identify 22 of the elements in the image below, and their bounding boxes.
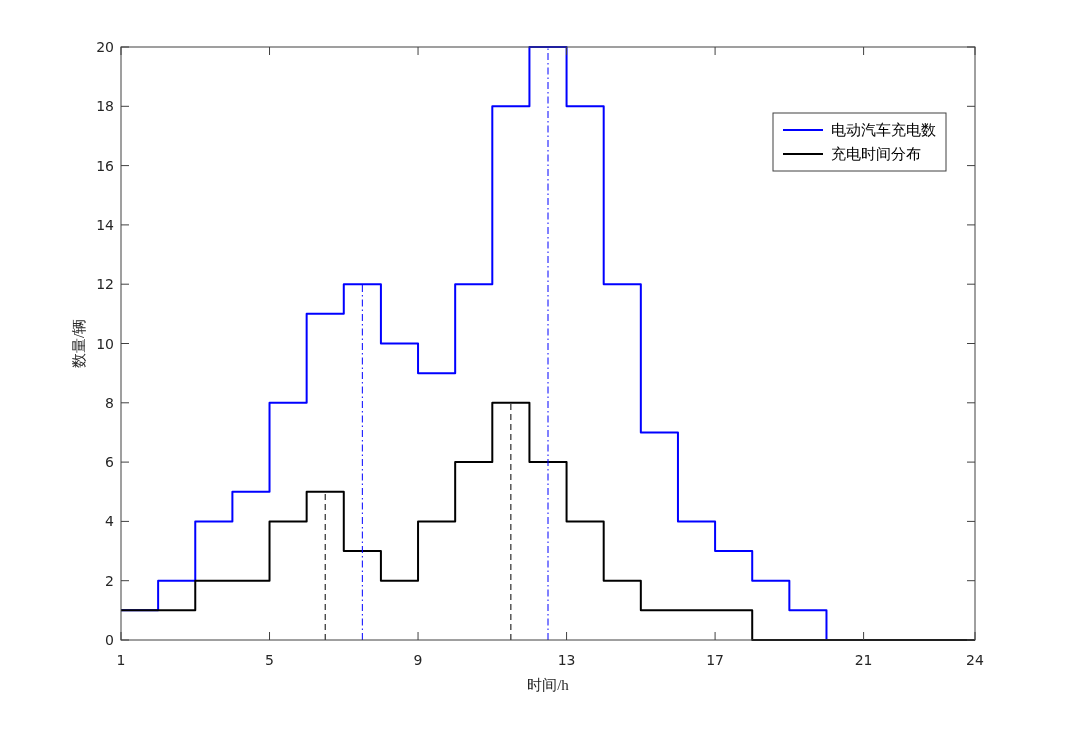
xtick: 5: [265, 652, 274, 668]
ylabel: 数量/辆: [71, 318, 87, 369]
xtick: 17: [706, 652, 724, 668]
xtick: 21: [854, 652, 873, 668]
ytick: 4: [105, 513, 114, 530]
ytick: 12: [96, 276, 114, 293]
xlabel: 时间/h: [527, 677, 569, 693]
ytick: 8: [105, 394, 114, 411]
legend-label: 电动汽车充电数: [831, 122, 936, 138]
xtick: 13: [557, 652, 576, 668]
ytick: 20: [96, 39, 114, 55]
xtick: 9: [413, 652, 423, 668]
xtick: 1: [116, 652, 126, 668]
ytick: 14: [96, 216, 114, 233]
ytick: 16: [96, 157, 114, 174]
ytick: 0: [105, 632, 114, 648]
ytick: 10: [96, 335, 114, 352]
ytick: 2: [105, 572, 114, 589]
ytick: 18: [96, 98, 114, 115]
legend-label: 充电时间分布: [831, 146, 921, 162]
xtick: 24: [966, 652, 984, 668]
ytick: 6: [105, 454, 114, 471]
